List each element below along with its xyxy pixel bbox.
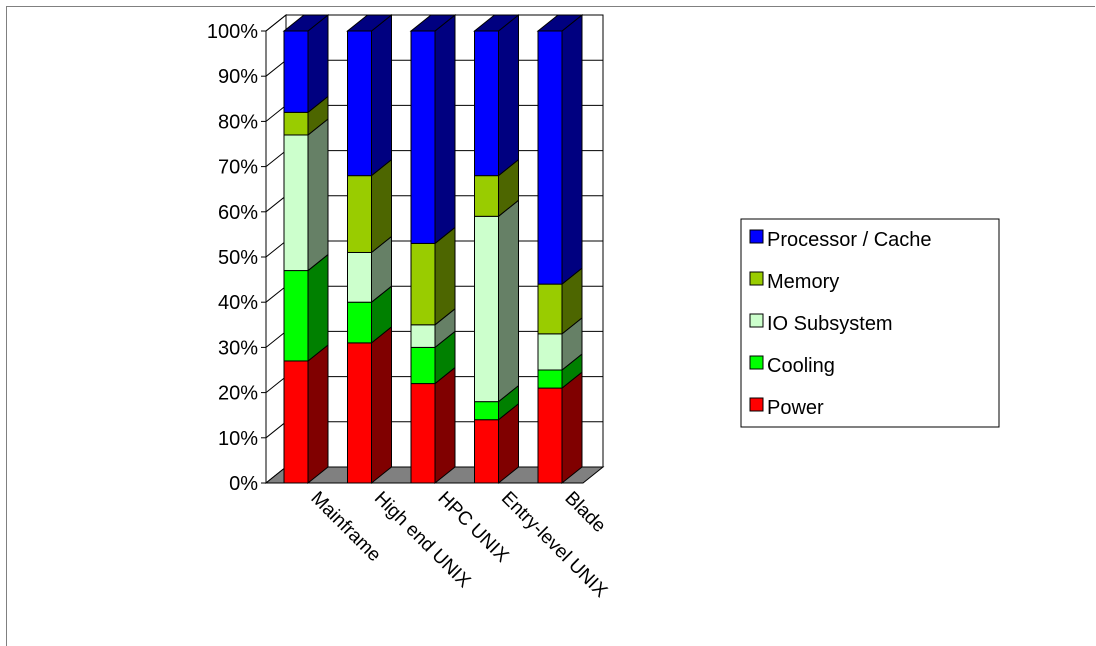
- legend-item: Cooling: [749, 355, 835, 377]
- bar-segment-side: [307, 13, 329, 114]
- y-tick-label: 50%: [218, 247, 258, 269]
- bar-segment: [347, 342, 372, 484]
- bar-segment: [537, 333, 563, 371]
- legend-item: IO Subsystem: [749, 313, 893, 335]
- bar-segment-side: [498, 199, 519, 403]
- legend-box: [740, 218, 1000, 428]
- y-tick-label: 0%: [229, 473, 258, 495]
- bar-segment-side: [434, 226, 456, 326]
- bar-segment: [347, 301, 372, 344]
- bar-segment-side: [434, 366, 456, 485]
- y-tick-label: 20%: [218, 383, 258, 405]
- legend: Processor / Cache Memory IO Subsystem Cooli…: [740, 218, 1000, 428]
- bar-segment-side: [561, 13, 583, 286]
- bar-top: [473, 14, 520, 32]
- bar-segment: [410, 383, 436, 484]
- y-tick-label: 90%: [218, 66, 258, 88]
- y-tick-label: 100%: [207, 21, 258, 43]
- legend-swatch: [749, 355, 764, 370]
- bar-segment: [283, 111, 309, 136]
- bar-segment-side: [561, 371, 583, 485]
- y-tick-label: 10%: [218, 428, 258, 450]
- y-tick-label: 70%: [218, 157, 258, 179]
- bar-segment: [474, 30, 499, 177]
- legend-label: Memory: [767, 271, 839, 293]
- bar-stack: [536, 13, 584, 485]
- bar-segment: [537, 387, 563, 484]
- bar-segment: [474, 419, 499, 484]
- bar-segment: [474, 215, 499, 403]
- bar-segment: [347, 30, 372, 177]
- legend-label: IO Subsystem: [767, 313, 893, 335]
- bar-segment: [474, 175, 499, 217]
- bar-segment: [283, 360, 309, 484]
- bar-segment: [347, 251, 372, 303]
- bar-stack: [473, 13, 520, 485]
- y-axis: 0% 10% 20% 30% 40% 50% 60% 70% 80% 90% 100%: [207, 21, 267, 495]
- bar-segment: [537, 369, 563, 389]
- legend-swatch: [749, 271, 764, 286]
- bar-segment-side: [498, 13, 519, 177]
- y-tick-label: 40%: [218, 292, 258, 314]
- legend-item: Memory: [749, 271, 839, 293]
- y-tick-label: 80%: [218, 111, 258, 133]
- bar-segment-side: [371, 13, 392, 177]
- bar-segment-side: [434, 13, 456, 245]
- bar-segment: [410, 346, 436, 385]
- legend-item: Processor / Cache: [749, 229, 932, 251]
- bar-segment: [537, 283, 563, 335]
- legend-label: Cooling: [767, 355, 835, 377]
- bar-stack: [409, 13, 457, 485]
- legend-label: Power: [767, 397, 824, 419]
- bar-segment-side: [307, 117, 329, 272]
- bar-top: [282, 14, 330, 32]
- bar-segment: [283, 270, 309, 362]
- bar-segment: [410, 30, 436, 244]
- bar-segment: [474, 401, 499, 421]
- chart-frame: [6, 6, 1095, 646]
- bars: [282, 13, 584, 485]
- bar-segment: [410, 242, 436, 326]
- stacked-bar-chart: 0% 10% 20% 30% 40% 50% 60% 70% 80% 90% 100% Mainfr…: [207, 13, 1000, 602]
- bar-stack: [346, 13, 393, 485]
- legend-swatch: [749, 313, 764, 328]
- bar-segment: [347, 175, 372, 253]
- bar-stack: [282, 13, 330, 485]
- bar-segment: [283, 134, 309, 272]
- bar-top: [409, 14, 457, 32]
- bar-segment: [410, 324, 436, 348]
- legend-label: Processor / Cache: [767, 229, 932, 251]
- bar-top: [346, 14, 393, 32]
- legend-swatch: [749, 229, 764, 244]
- bar-segment: [537, 30, 563, 285]
- bar-segment-side: [307, 343, 329, 485]
- x-tick-label: Blade: [560, 488, 609, 537]
- bar-segment-side: [371, 325, 392, 485]
- legend-swatch: [749, 397, 764, 412]
- bar-segment-side: [307, 253, 329, 363]
- bar-segment: [283, 30, 309, 113]
- legend-item: Power: [749, 397, 824, 419]
- y-tick-label: 30%: [218, 337, 258, 359]
- y-tick-label: 60%: [218, 202, 258, 224]
- x-tick-label: Entry-level UNIX: [497, 488, 611, 602]
- bar-top: [536, 14, 584, 32]
